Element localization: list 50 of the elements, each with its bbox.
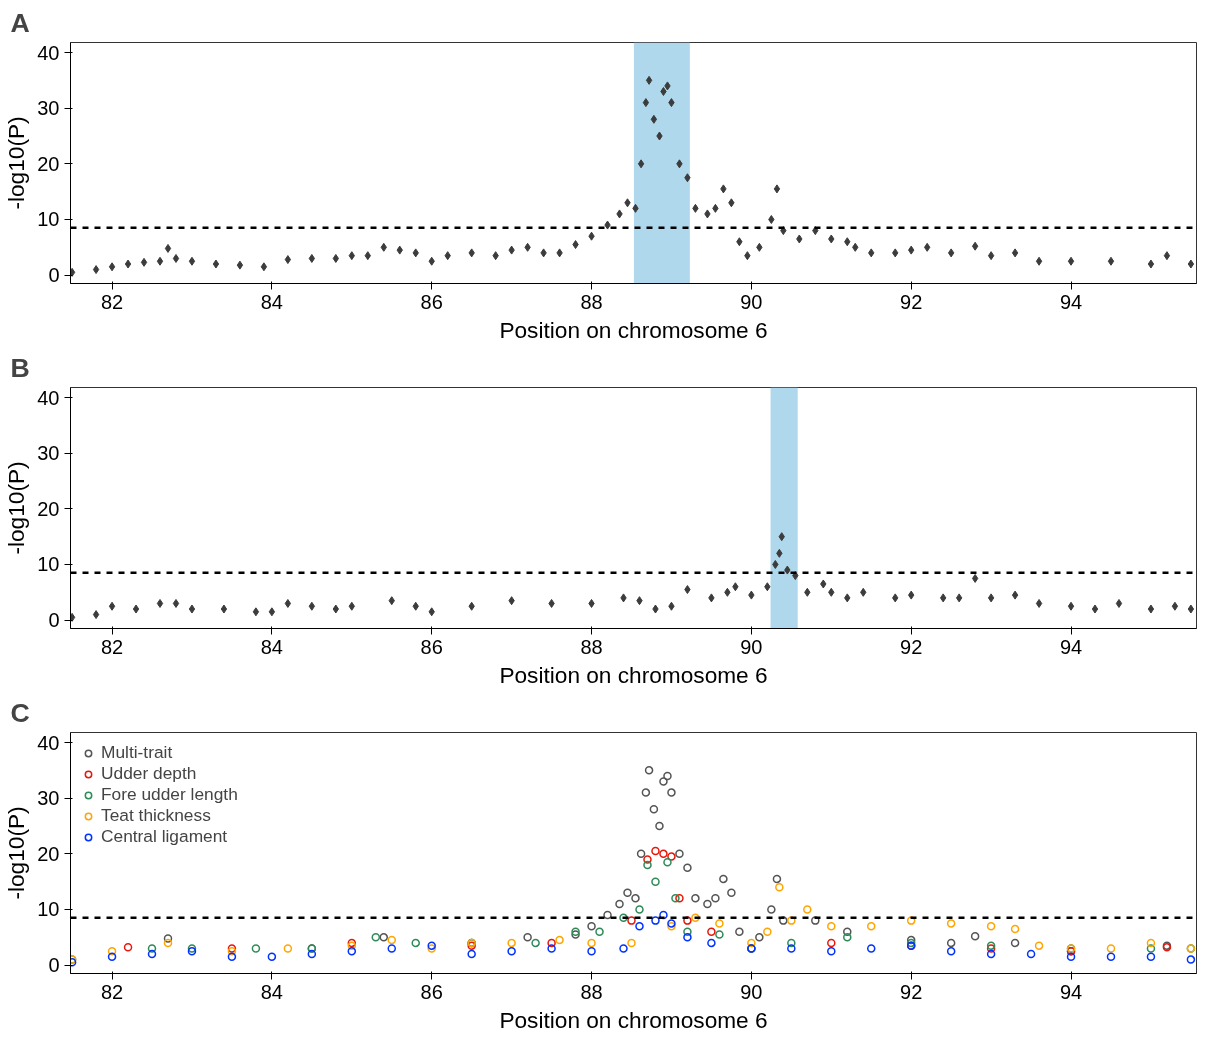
legend-label: Fore udder length	[101, 784, 238, 805]
x-axis-title: Position on chromosome 6	[499, 661, 768, 688]
chart-title: B	[10, 352, 30, 383]
y-tick-label: 0	[48, 954, 60, 977]
x-tick-label: 86	[420, 635, 443, 658]
x-tick-label: 88	[580, 290, 603, 313]
x-tick-label: 82	[100, 290, 124, 313]
legend-label: Udder depth	[101, 763, 197, 784]
y-tick-label: 10	[37, 898, 60, 921]
x-tick-label: 90	[740, 290, 763, 313]
x-tick-label: 94	[1059, 290, 1083, 313]
x-tick-label: 92	[900, 980, 923, 1003]
y-tick-label: 20	[37, 497, 60, 520]
x-tick-label: 86	[420, 980, 443, 1003]
y-axis-title: -log10(P)	[3, 116, 30, 210]
y-tick-label: 30	[37, 97, 60, 120]
x-tick-label: 82	[100, 635, 124, 658]
x-tick-label: 90	[740, 980, 763, 1003]
x-axis-title: Position on chromosome 6	[499, 316, 768, 343]
x-tick-label: 94	[1059, 635, 1083, 658]
x-tick-label: 90	[740, 635, 763, 658]
x-tick-label: 84	[260, 290, 284, 313]
x-tick-label: 92	[900, 635, 923, 658]
y-tick-label: 40	[37, 386, 60, 409]
x-tick-label: 82	[100, 980, 124, 1003]
y-tick-label: 40	[37, 41, 60, 64]
y-tick-label: 20	[37, 152, 60, 175]
x-tick-label: 84	[260, 980, 284, 1003]
y-tick-label: 30	[37, 442, 60, 465]
x-tick-label: 86	[420, 290, 443, 313]
y-tick-label: 0	[48, 609, 60, 632]
x-tick-label: 94	[1059, 980, 1083, 1003]
y-tick-label: 0	[48, 264, 60, 287]
chart-title: C	[10, 697, 30, 728]
legend-label: Teat thickness	[101, 805, 211, 826]
chart-title: A	[10, 7, 30, 38]
x-tick-label: 84	[260, 635, 284, 658]
legend-label: Multi-trait	[101, 742, 173, 763]
y-axis-title: -log10(P)	[3, 806, 30, 900]
y-axis-title: -log10(P)	[3, 461, 30, 555]
y-tick-label: 10	[37, 208, 60, 231]
x-tick-label: 92	[900, 290, 923, 313]
y-tick-label: 30	[37, 787, 60, 810]
y-tick-label: 40	[37, 731, 60, 754]
x-tick-label: 88	[580, 635, 603, 658]
y-tick-label: 10	[37, 553, 60, 576]
legend-label: Central ligament	[101, 826, 228, 847]
x-axis-title: Position on chromosome 6	[499, 1006, 768, 1033]
y-tick-label: 20	[37, 842, 60, 865]
x-tick-label: 88	[580, 980, 603, 1003]
